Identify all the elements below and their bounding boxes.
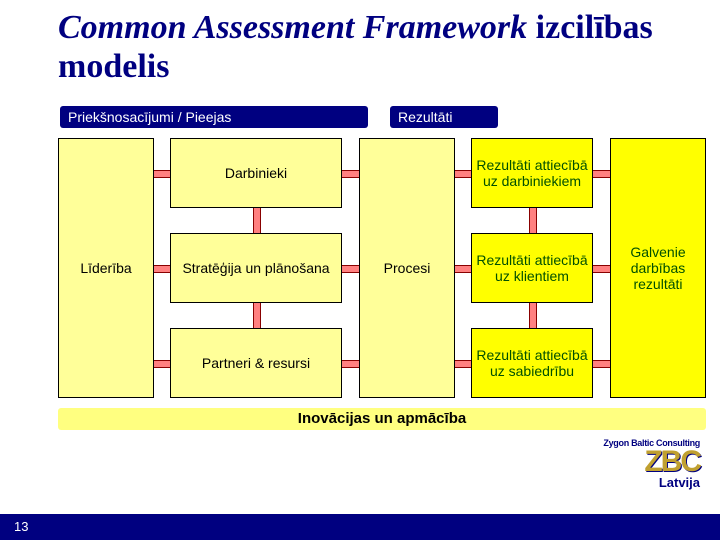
logo-country: Latvija (550, 475, 700, 490)
footer: 13 (0, 514, 720, 540)
connector (154, 265, 170, 273)
box-key-results: Galvenie darbības rezultāti (610, 138, 706, 398)
logo-abbr: ZBC (550, 448, 700, 475)
label-strategy: Stratēģija un plānošana (182, 260, 329, 276)
label-society-results: Rezultāti attiecībā uz sabiedrību (474, 347, 590, 379)
box-customer-results: Rezultāti attiecībā uz klientiem (471, 233, 593, 303)
box-strategy: Stratēģija un plānošana (170, 233, 342, 303)
innovation-bar: Inovācijas un apmācība (58, 408, 706, 430)
logo: Zygon Baltic Consulting ZBC Latvija (550, 438, 700, 490)
connector (253, 303, 261, 328)
connector (342, 265, 359, 273)
connector (342, 170, 359, 178)
connector (455, 170, 471, 178)
connector (593, 265, 610, 273)
label-people-results: Rezultāti attiecībā uz darbiniekiem (474, 157, 590, 189)
page-number: 13 (14, 519, 28, 534)
slide: Common Assessment Framework izcilības mo… (0, 0, 720, 540)
header-enablers: Priekšnosacījumi / Pieejas (60, 106, 368, 128)
connector (593, 360, 610, 368)
box-people-results: Rezultāti attiecībā uz darbiniekiem (471, 138, 593, 208)
connector (342, 360, 359, 368)
label-customer-results: Rezultāti attiecībā uz klientiem (474, 252, 590, 284)
label-processes: Procesi (384, 260, 431, 276)
connector (529, 208, 537, 233)
box-partners: Partneri & resursi (170, 328, 342, 398)
box-processes: Procesi (359, 138, 455, 398)
box-society-results: Rezultāti attiecībā uz sabiedrību (471, 328, 593, 398)
page-title: Common Assessment Framework izcilības mo… (58, 8, 680, 86)
connector (154, 360, 170, 368)
label-people: Darbinieki (225, 165, 287, 181)
label-key-results: Galvenie darbības rezultāti (613, 244, 703, 292)
connector (253, 208, 261, 233)
connector (455, 360, 471, 368)
connector (593, 170, 610, 178)
label-partners: Partneri & resursi (202, 355, 310, 371)
connector (455, 265, 471, 273)
box-leadership: Līderība (58, 138, 154, 398)
connector (529, 303, 537, 328)
box-people: Darbinieki (170, 138, 342, 208)
connector (154, 170, 170, 178)
label-leadership: Līderība (80, 260, 131, 276)
header-results: Rezultāti (390, 106, 498, 128)
title-italic: Common Assessment Framework (58, 9, 527, 46)
